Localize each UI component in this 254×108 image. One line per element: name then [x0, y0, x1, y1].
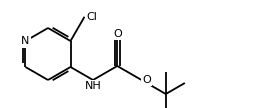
- Text: O: O: [142, 75, 151, 85]
- Text: O: O: [113, 29, 122, 39]
- Text: NH: NH: [85, 81, 101, 91]
- Text: Cl: Cl: [87, 12, 97, 22]
- Text: N: N: [21, 36, 30, 46]
